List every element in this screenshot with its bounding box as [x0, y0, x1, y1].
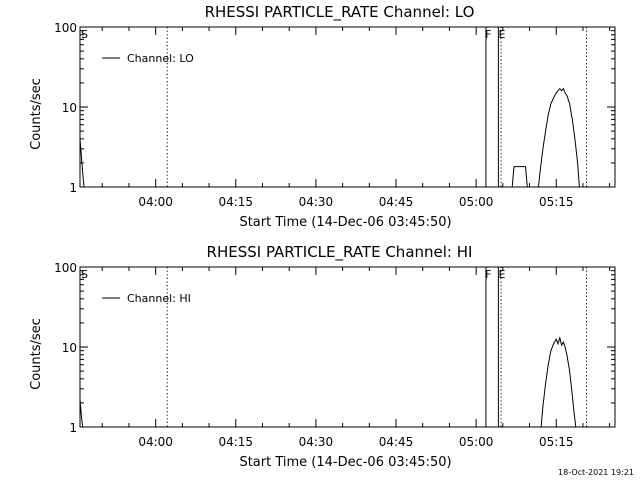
y-tick-label: 1: [69, 181, 77, 195]
x-axis-label: Start Time (14-Dec-06 03:45:50): [239, 455, 451, 470]
series-line-channel-lo: [511, 166, 528, 188]
x-tick-label: 04:00: [138, 435, 173, 449]
y-axis-label: Counts/sec: [29, 318, 44, 390]
x-tick-label: 05:00: [459, 435, 494, 449]
y-axis-label: Counts/sec: [29, 78, 44, 150]
x-tick-label: 04:00: [138, 195, 173, 209]
plot-frame: [79, 26, 616, 188]
panel-channel-hi: RHESSI PARTICLE_RATE Channel: HI 1 10 100 04…: [29, 243, 616, 470]
annotation-s: S: [81, 28, 88, 41]
chart-title: RHESSI PARTICLE_RATE Channel: LO: [205, 3, 475, 22]
plot-frame: [79, 266, 616, 428]
legend-entry: Channel: LO: [127, 52, 194, 65]
y-tick-label: 100: [54, 261, 77, 275]
series-line-channel-hi: [79, 399, 84, 428]
annotation-e: E: [498, 268, 505, 281]
plot-timestamp: 18-Oct-2021 19:21: [558, 468, 634, 477]
annotation-f: F: [485, 268, 491, 281]
y-tick-label: 1: [69, 421, 77, 435]
annotation-f: F: [485, 28, 491, 41]
y-tick-label: 100: [54, 21, 77, 35]
series-line-channel-lo: [537, 87, 580, 188]
legend-entry: Channel: HI: [127, 292, 191, 305]
x-tick-label: 04:30: [299, 435, 334, 449]
y-tick-label: 10: [62, 341, 77, 355]
panel-channel-lo: RHESSI PARTICLE_RATE Channel: LO 1 10 100 04…: [29, 3, 616, 230]
x-tick-label: 04:45: [379, 435, 414, 449]
series-line-channel-lo: [79, 138, 85, 188]
annotation-e: E: [498, 28, 505, 41]
y-tick-label: 10: [62, 101, 77, 115]
x-tick-label: 04:45: [379, 195, 414, 209]
annotation-s: S: [81, 268, 88, 281]
x-tick-label: 05:15: [539, 435, 574, 449]
series-line-channel-hi: [540, 336, 577, 428]
chart-title: RHESSI PARTICLE_RATE Channel: HI: [207, 243, 473, 262]
x-tick-label: 04:15: [218, 195, 253, 209]
x-tick-label: 04:30: [299, 195, 334, 209]
x-tick-label: 05:15: [539, 195, 574, 209]
x-axis-label: Start Time (14-Dec-06 03:45:50): [239, 215, 451, 230]
x-tick-label: 04:15: [218, 435, 253, 449]
x-tick-label: 05:00: [459, 195, 494, 209]
